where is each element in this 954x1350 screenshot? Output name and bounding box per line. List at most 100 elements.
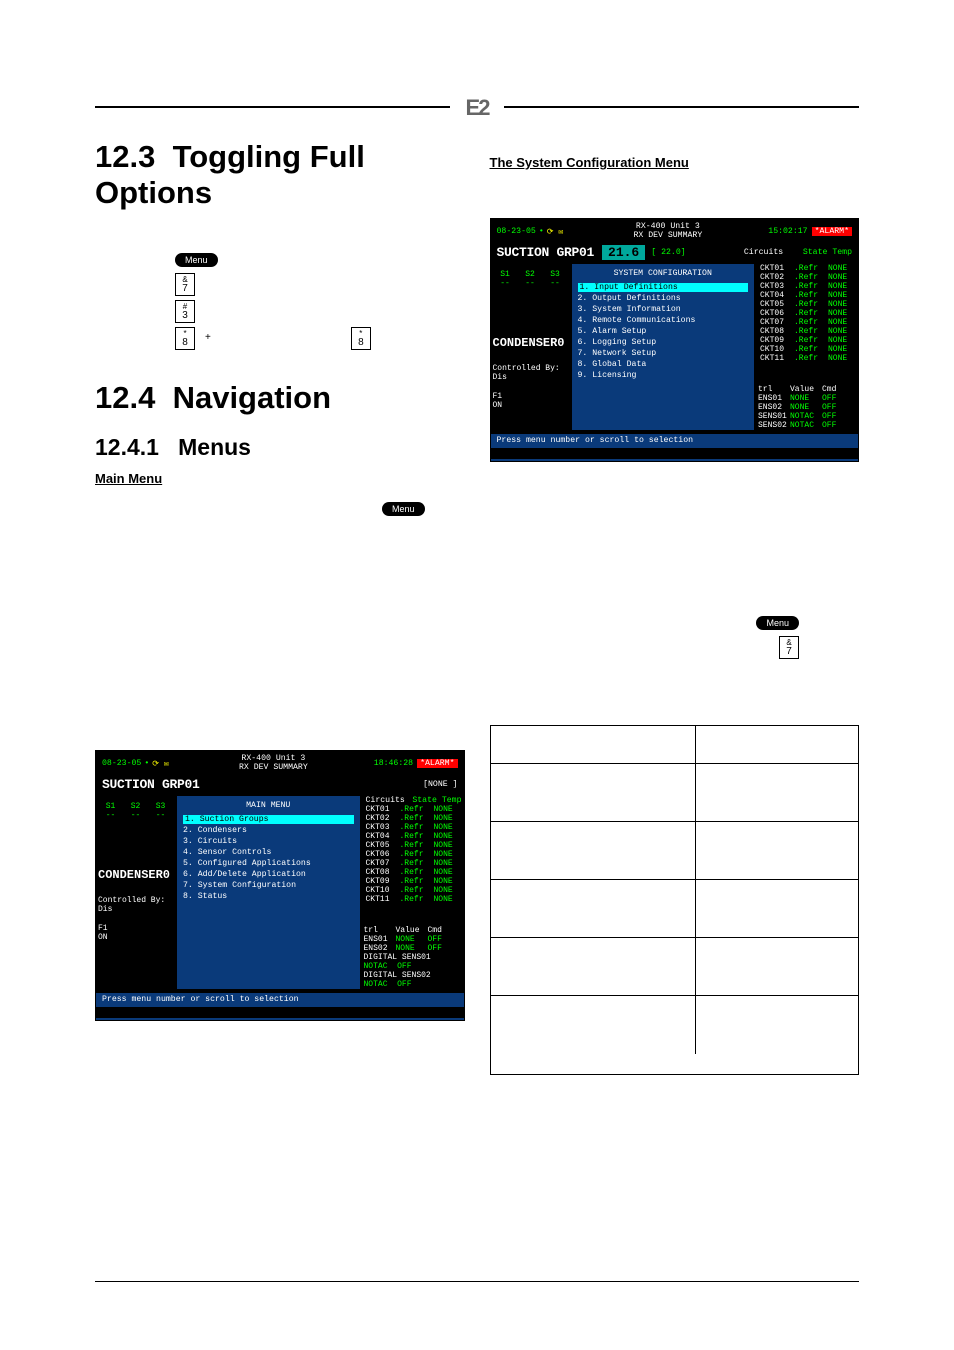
key-hash-3: #3 [175,300,195,323]
circuit-row: CKT05.RefrNONE [758,300,856,309]
header-icons: ⟳ ✉ [547,226,564,237]
menu-item[interactable]: 2. Output Definitions [578,294,749,303]
menu-item[interactable]: 5. Alarm Setup [578,327,749,336]
circuit-row: CKT06.RefrNONE [758,309,856,318]
term-time: 15:02:17 [768,227,807,236]
placeholder-table [490,725,860,1075]
circuit-row: CKT01.RefrNONE [758,264,856,273]
key-amp-7: &7 [175,273,195,296]
term-date: 08-23-05 [102,759,141,768]
circuit-row: CKT09.RefrNONE [364,877,462,886]
circuit-row: CKT07.RefrNONE [758,318,856,327]
menu-item[interactable]: 2. Condensers [183,826,354,835]
circuit-row: CKT11.RefrNONE [758,354,856,363]
circuit-row: CKT07.RefrNONE [364,859,462,868]
menu-item[interactable]: 1. Suction Groups [183,815,354,824]
section-title: Navigation [173,380,331,415]
header-rule: E2 [95,95,859,119]
terminal-main-menu: 08-23-05 • ⟳ ✉ RX-400 Unit 3RX DEV SUMMA… [95,750,465,1021]
status-dot-icon: • [539,227,544,236]
circuits-panel: CKT01.RefrNONECKT02.RefrNONECKT03.RefrNO… [758,264,856,430]
plus-icon: + [205,332,211,343]
term-date: 08-23-05 [497,227,536,236]
circuit-row: CKT08.RefrNONE [364,868,462,877]
term-time: 18:46:28 [374,759,413,768]
menu-item[interactable]: 3. System Information [578,305,749,314]
menu-key-icon: Menu [382,502,425,516]
circuit-row: CKT11.RefrNONE [364,895,462,904]
circuit-row: CKT02.RefrNONE [758,273,856,282]
circuit-row: CKT10.RefrNONE [758,345,856,354]
term-row2: SUCTION GRP01 21.6 [ 22.0] Circuits Stat… [491,243,859,262]
circuit-row: CKT03.RefrNONE [758,282,856,291]
key-sequence-menu-7: Menu &7 [490,612,860,661]
key-star-8-b: *8 [351,327,371,350]
controlled-by: Controlled By: Dis [493,364,568,382]
circuit-row: CKT01.RefrNONE [364,805,462,814]
menu-item[interactable]: 7. System Configuration [183,881,354,890]
condenser-label: CONDENSER0 [98,868,173,882]
key-amp-7: &7 [779,636,799,659]
section-number: 12.4.1 [95,434,159,460]
sys-config-menu-panel: SYSTEM CONFIGURATION 1. Input Definition… [572,264,755,430]
suction-label: SUCTION GRP01 [102,777,200,792]
heading-12-3: 12.3 Toggling Full Options [95,139,465,211]
menu-item[interactable]: 8. Status [183,892,354,901]
heading-12-4-1: 12.4.1 Menus [95,434,465,461]
circuits-panel: CircuitsState Temp CKT01.RefrNONECKT02.R… [364,796,462,989]
circuit-row: CKT10.RefrNONE [364,886,462,895]
term-title: RX-400 Unit 3RX DEV SUMMARY [567,222,768,240]
circuit-row: CKT06.RefrNONE [364,850,462,859]
menu-item[interactable]: 8. Global Data [578,360,749,369]
left-column: 12.3 Toggling Full Options Menu &7 #3 *8… [95,133,465,1075]
menu-item[interactable]: 4. Sensor Controls [183,848,354,857]
term-left-panel: S1S2S3 ------ CONDENSER0 Controlled By: … [98,796,173,989]
circuit-row: CKT08.RefrNONE [758,327,856,336]
menu-title: SYSTEM CONFIGURATION [578,269,749,278]
suction-value: 21.6 [602,245,645,260]
terminal-sys-config: 08-23-05 • ⟳ ✉ RX-400 Unit 3RX DEV SUMMA… [490,218,860,462]
alarm-badge: *ALARM* [812,227,852,236]
header-icons: ⟳ ✉ [152,758,169,769]
menu-item[interactable]: 6. Add/Delete Application [183,870,354,879]
heading-12-4: 12.4 Navigation [95,380,465,416]
term-title: RX-400 Unit 3RX DEV SUMMARY [173,754,374,772]
menu-item[interactable]: 7. Network Setup [578,349,749,358]
menu-item[interactable]: 1. Input Definitions [578,283,749,292]
menu-title: MAIN MENU [183,801,354,810]
logo: E2 [466,95,489,121]
menu-item[interactable]: 9. Licensing [578,371,749,380]
footer-rule [95,1281,859,1283]
circuit-row: CKT04.RefrNONE [364,832,462,841]
term-footer: Press menu number or scroll to selection [96,993,464,1006]
subhead-sys-config: The System Configuration Menu [490,155,860,170]
setpoint: [ 22.0] [651,248,685,257]
key-star-8: *8 [175,327,195,350]
suction-label: SUCTION GRP01 [497,245,595,260]
circuits-hdr: Circuits State Temp [744,248,852,257]
key-sequence-full-options: Menu &7 #3 *8 + *8 [95,229,465,352]
term-left-panel: S1S2S3 ------ CONDENSER0 Controlled By: … [493,264,568,430]
term-header: 08-23-05 • ⟳ ✉ RX-400 Unit 3RX DEV SUMMA… [96,751,464,775]
menu-item[interactable]: 4. Remote Communications [578,316,749,325]
menu-key-icon: Menu [175,253,218,267]
subhead-main-menu: Main Menu [95,471,465,486]
circuit-row: CKT04.RefrNONE [758,291,856,300]
menu-key-icon: Menu [756,616,799,630]
section-number: 12.3 [95,139,155,174]
menu-item[interactable]: 5. Configured Applications [183,859,354,868]
section-number: 12.4 [95,380,155,415]
alarm-badge: *ALARM* [417,759,457,768]
controlled-by: Controlled By: Dis [98,896,173,914]
term-header: 08-23-05 • ⟳ ✉ RX-400 Unit 3RX DEV SUMMA… [491,219,859,243]
right-column: The System Configuration Menu 08-23-05 •… [490,133,860,1075]
term-row2: SUCTION GRP01 [NONE ] [96,775,464,794]
circuit-row: CKT02.RefrNONE [364,814,462,823]
term-footer: Press menu number or scroll to selection [491,434,859,447]
condenser-label: CONDENSER0 [493,336,568,350]
status-dot-icon: • [144,759,149,768]
menu-item[interactable]: 6. Logging Setup [578,338,749,347]
menu-item[interactable]: 3. Circuits [183,837,354,846]
circuit-row: CKT03.RefrNONE [364,823,462,832]
circuit-row: CKT05.RefrNONE [364,841,462,850]
